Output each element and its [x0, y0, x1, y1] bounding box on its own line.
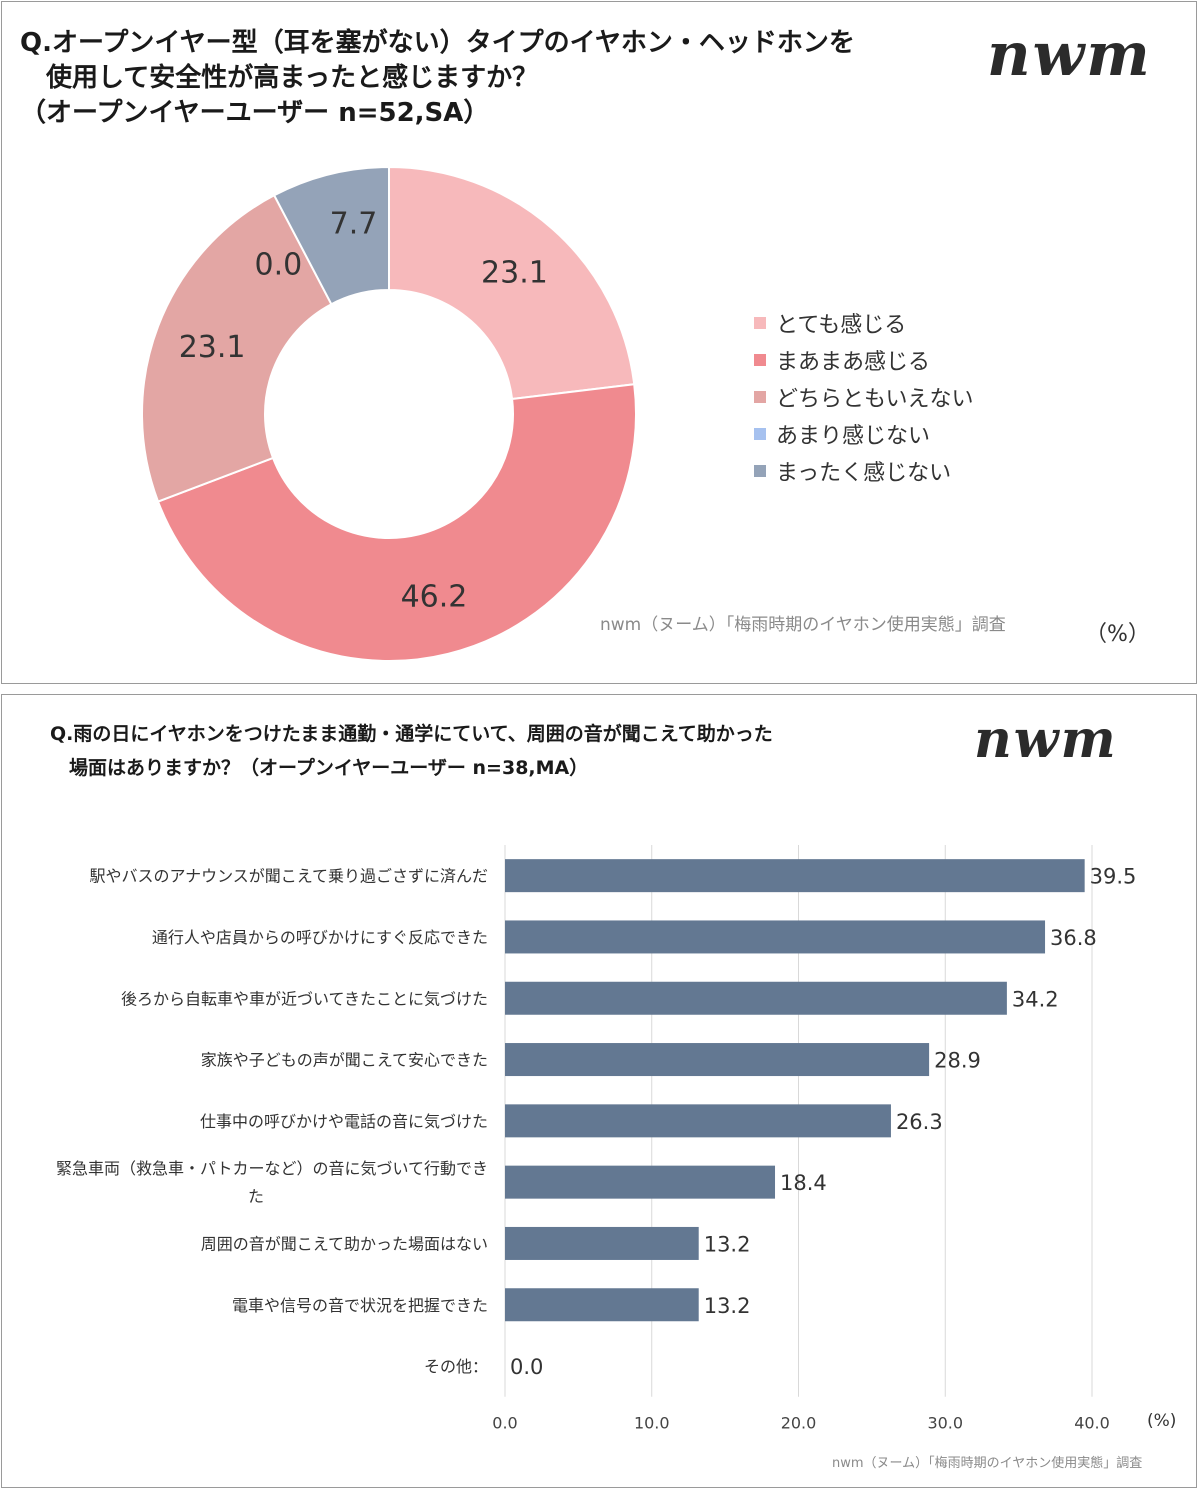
legend-swatch	[754, 464, 766, 477]
title-line: 使用して安全性が高まったと感じますか？	[20, 63, 539, 93]
slice-value-label: 23.1	[481, 255, 548, 290]
bar-value-label: 39.5	[1090, 865, 1137, 889]
bar-value-label: 34.2	[1012, 987, 1059, 1011]
bar	[505, 920, 1046, 954]
bar-value-label: 28.9	[934, 1049, 981, 1073]
category-label: 通行人や店員からの呼びかけにすぐ反応できた	[152, 928, 488, 947]
legend-label: あまり感じない	[776, 423, 931, 449]
donut-chart-title: Q.オープンイヤー型（耳を塞がない）タイプのイヤホン・ヘッドホンを 使用して安全…	[20, 26, 855, 131]
legend-swatch	[754, 353, 766, 366]
donut-legend: とても感じる まあまあ感じるどちらともいえない あまり感じない まったく感じない	[754, 304, 974, 489]
legend-label: まったく感じない	[776, 460, 952, 486]
legend-item: どちらともいえない	[754, 378, 974, 415]
donut-chart-panel: Q.オープンイヤー型（耳を塞がない）タイプのイヤホン・ヘッドホンを 使用して安全…	[1, 1, 1197, 684]
legend-item: まったく感じない	[754, 452, 974, 489]
donut-chart: 23.1 46.2 23.1 0.0 7.7	[141, 165, 637, 662]
category-label: 後ろから自転車や車が近づいてきたことに気づけた	[121, 989, 488, 1008]
bar-value-label: 26.3	[896, 1110, 943, 1134]
category-label: 駅やバスのアナウンスが聞こえて乗り過ごさずに済んだ	[89, 867, 488, 886]
bar	[505, 859, 1085, 893]
x-tick-label: 30.0	[927, 1414, 963, 1433]
title-line: Q.雨の日にイヤホンをつけたまま通勤・通学にていて、周囲の音が聞こえて助かった	[50, 723, 773, 745]
category-label: 電車や信号の音で状況を把握できた	[232, 1296, 488, 1315]
category-label: 家族や子どもの声が聞こえて安心できた	[201, 1051, 488, 1070]
unit-label: （%）	[1085, 622, 1150, 647]
category-label: 周囲の音が聞こえて助かった場面はない	[201, 1234, 488, 1253]
legend-label: とても感じる	[776, 312, 907, 338]
x-tick-label: 20.0	[781, 1414, 817, 1433]
bar-chart-title: Q.雨の日にイヤホンをつけたまま通勤・通学にていて、周囲の音が聞こえて助かった …	[50, 717, 773, 785]
slice-value-label: 0.0	[254, 248, 302, 283]
legend-label: まあまあ感じる	[776, 349, 931, 375]
bar-value-label: 13.2	[704, 1232, 751, 1256]
bar	[505, 1165, 776, 1199]
unit-label: (%)	[1147, 1411, 1177, 1431]
x-tick-label: 40.0	[1074, 1414, 1110, 1433]
slice-value-label: 46.2	[401, 579, 468, 614]
source-note: nwm（ヌーム）「梅雨時期のイヤホン使用実態」調査	[600, 615, 1006, 635]
legend-swatch	[754, 316, 766, 329]
title-line: 場面はありますか？（オープンイヤーユーザー n=38,MA）	[50, 757, 589, 779]
bar-chart-panel: Q.雨の日にイヤホンをつけたまま通勤・通学にていて、周囲の音が聞こえて助かった …	[1, 694, 1197, 1488]
donut-slice	[272, 165, 390, 306]
title-line: Q.オープンイヤー型（耳を塞がない）タイプのイヤホン・ヘッドホンを	[20, 28, 855, 58]
slice-value-label: 23.1	[179, 330, 246, 365]
bar	[505, 1226, 699, 1260]
slice-value-label: 7.7	[330, 206, 378, 241]
bar	[505, 1043, 930, 1077]
legend-label: どちらともいえない	[776, 386, 974, 412]
category-label: 仕事中の呼びかけや電話の音に気づけた	[200, 1112, 488, 1131]
donut-slice	[141, 193, 333, 503]
bar-value-label: 18.4	[780, 1171, 827, 1195]
bar-value-label: 0.0	[510, 1355, 543, 1379]
source-note: nwm（ヌーム）「梅雨時期のイヤホン使用実態」調査	[832, 1456, 1143, 1471]
legend-swatch	[754, 427, 766, 440]
legend-item: とても感じる	[754, 304, 974, 341]
donut-slice	[388, 165, 636, 401]
bar-value-label: 36.8	[1050, 926, 1097, 950]
title-line: （オープンイヤーユーザー n=52,SA）	[20, 98, 490, 128]
brand-logo: nwm	[974, 709, 1118, 770]
legend-item: まあまあ感じる	[754, 341, 974, 378]
bar	[505, 981, 1007, 1015]
legend-item: あまり感じない	[754, 415, 974, 452]
donut-slice	[156, 383, 637, 662]
bar	[505, 1104, 891, 1138]
bar-value-label: 13.2	[704, 1294, 751, 1318]
x-tick-label: 0.0	[492, 1414, 517, 1433]
category-label: た	[248, 1187, 264, 1206]
x-tick-label: 10.0	[634, 1414, 670, 1433]
legend-swatch	[754, 390, 766, 403]
category-label: 緊急車両（救急車・パトカーなど）の音に気づいて行動でき	[56, 1159, 488, 1178]
brand-logo: nwm	[987, 20, 1152, 90]
bar-chart: 0.0 10.0 20.0 30.0 40.0 39.5 駅やバスのアナウンスが聞こえて乗り…	[56, 845, 1137, 1433]
category-label: その他：	[424, 1357, 488, 1376]
bar	[505, 1288, 699, 1322]
